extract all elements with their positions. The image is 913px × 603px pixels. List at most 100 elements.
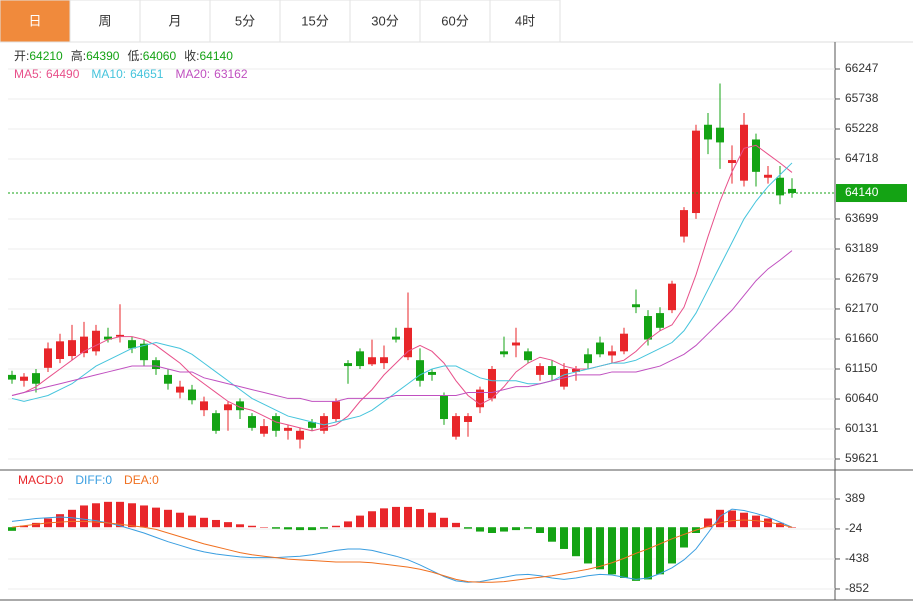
macd-bar	[428, 512, 436, 528]
tab[interactable]	[489, 0, 561, 43]
macd-bar	[296, 527, 304, 531]
macd-bar	[764, 518, 772, 528]
macd-bar	[608, 527, 616, 575]
tab-label[interactable]: 30分	[371, 13, 398, 28]
candle-body	[476, 389, 484, 408]
legend-value: 0	[152, 473, 159, 487]
macd-bar	[440, 517, 448, 528]
candle-body	[176, 386, 184, 393]
legend-value: 0	[105, 473, 112, 487]
candle-body	[416, 360, 424, 381]
candle-body	[524, 351, 532, 361]
candle-body	[656, 313, 664, 328]
macd-bar	[776, 522, 784, 528]
macd-bar	[176, 512, 184, 528]
candle-body	[776, 177, 784, 196]
macd-bar	[200, 517, 208, 528]
macd-bar	[488, 527, 496, 534]
tab[interactable]	[419, 0, 491, 43]
y-tick-label: 59621	[845, 451, 879, 465]
candle-body	[44, 348, 52, 368]
y-tick-label: -438	[845, 551, 869, 565]
tab-label[interactable]: 日	[28, 13, 41, 28]
macd-line	[11, 519, 793, 583]
macd-bar	[452, 522, 460, 528]
macd-bar	[92, 503, 100, 528]
candle-body	[20, 376, 28, 381]
candle-body	[296, 430, 304, 440]
macd-bar	[584, 527, 592, 564]
candle-body	[704, 124, 712, 140]
candle-body	[488, 369, 496, 399]
candle-body	[500, 351, 508, 355]
candle-body	[236, 401, 244, 411]
tab[interactable]	[349, 0, 421, 43]
tab[interactable]	[209, 0, 281, 43]
info-value: 64140	[200, 49, 234, 63]
info-label: 高:	[71, 48, 86, 63]
candle-body	[392, 336, 400, 340]
candle-body	[308, 421, 316, 428]
candle-body	[368, 357, 376, 365]
candle-body	[284, 427, 292, 431]
macd-bar	[8, 527, 16, 531]
price-label: 64140	[845, 185, 879, 199]
macd-bar	[332, 525, 340, 528]
candle-body	[428, 371, 436, 375]
price-box	[836, 184, 907, 203]
macd-bar	[320, 527, 328, 529]
candle-body	[164, 374, 172, 384]
tab-label[interactable]: 4时	[515, 13, 535, 28]
tab-label[interactable]: 月	[168, 13, 181, 28]
macd-bar	[356, 515, 364, 528]
info-label: 收:	[184, 49, 199, 63]
macd-bar	[788, 527, 796, 528]
candle-body	[620, 333, 628, 352]
tab[interactable]	[0, 0, 71, 43]
legend-label: DEA:	[124, 473, 152, 487]
macd-bar	[68, 509, 76, 528]
candle-body	[716, 127, 724, 143]
macd-bar	[140, 505, 148, 528]
candle-body	[788, 188, 796, 194]
macd-bar	[392, 506, 400, 528]
macd-bar	[668, 527, 676, 564]
candle-body	[728, 160, 736, 164]
macd-bar	[632, 527, 640, 581]
candle-body	[188, 389, 196, 401]
legend-label: MA10:	[91, 67, 126, 81]
candle-body	[752, 139, 760, 172]
macd-bar	[344, 521, 352, 528]
macd-bar	[524, 527, 532, 529]
tab-label[interactable]: 60分	[441, 13, 468, 28]
candle-body	[740, 124, 748, 181]
tab-label[interactable]: 5分	[235, 13, 255, 28]
macd-bar	[416, 509, 424, 528]
macd-bar	[368, 511, 376, 528]
macd-bar	[32, 522, 40, 528]
tab-label[interactable]: 15分	[301, 13, 328, 28]
info-value: 64210	[29, 49, 63, 63]
macd-bar	[512, 527, 520, 531]
tab[interactable]	[139, 0, 211, 43]
candle-body	[680, 210, 688, 237]
candle-body	[356, 351, 364, 367]
candle-body	[764, 174, 772, 178]
candle-body	[56, 341, 64, 359]
macd-bar	[536, 527, 544, 534]
legend-label: MA5:	[14, 67, 42, 81]
candle-body	[152, 360, 160, 370]
candle-body	[320, 416, 328, 431]
tab-label[interactable]: 周	[98, 13, 111, 28]
candle-body	[572, 369, 580, 372]
macd-bar	[236, 524, 244, 528]
candle-body	[80, 336, 88, 354]
candle-body	[668, 283, 676, 311]
info-value: 64060	[143, 49, 177, 63]
candle-body	[116, 334, 124, 337]
candle-body	[596, 342, 604, 355]
candle-body	[548, 366, 556, 375]
legend-value: 63162	[214, 67, 248, 81]
macd-bar	[752, 515, 760, 528]
macd-bar	[80, 505, 88, 528]
